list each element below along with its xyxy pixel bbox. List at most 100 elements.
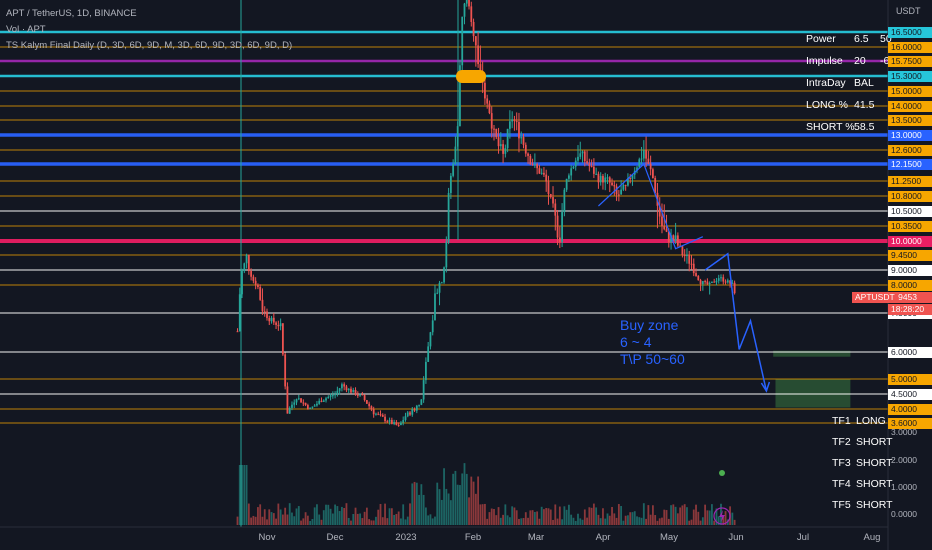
candle-body-137	[547, 181, 550, 194]
candle-body-56	[363, 395, 366, 401]
volume-bar-54	[359, 513, 361, 525]
volume-tick-label: 0.0000	[891, 508, 917, 519]
candle-body-134	[540, 172, 543, 174]
candle-body-138	[549, 193, 552, 198]
volume-bar-46	[341, 506, 343, 525]
candle-body-109	[484, 82, 486, 99]
volume-bar-59	[370, 520, 373, 525]
volume-bar-43	[334, 504, 336, 525]
volume-bar-8	[254, 516, 257, 525]
price-tick-label: 10.5000	[888, 205, 932, 217]
volume-bar-100	[463, 463, 466, 525]
candle-body-147	[570, 168, 573, 176]
candle-body-97	[456, 126, 459, 147]
volume-bar-33	[311, 519, 314, 525]
candle-body-40	[327, 396, 330, 399]
price-tick-label: 10.0000	[888, 235, 932, 247]
timeframe-label: TF2	[832, 436, 851, 448]
volume-bar-170	[622, 520, 625, 525]
candle-body-151	[579, 153, 582, 157]
candle-body-219	[733, 282, 736, 294]
volume-bar-176	[636, 516, 638, 525]
volume-bar-177	[638, 517, 641, 525]
volume-bar-118	[504, 504, 507, 525]
candle-body-2	[241, 271, 243, 295]
candle-body-46	[341, 384, 343, 389]
candle-body-103	[470, 6, 473, 22]
zigzag-pattern-line	[598, 162, 704, 250]
symbol-legend[interactable]: APT / TetherUS, 1D, BINANCE	[6, 8, 137, 19]
volume-bar-153	[583, 509, 586, 525]
candle-body-100	[463, 3, 466, 17]
volume-bar-160	[599, 518, 602, 525]
candle-body-82	[422, 380, 425, 400]
volume-bar-73	[402, 504, 405, 525]
candle-body-164	[608, 177, 611, 183]
volume-bar-183	[652, 505, 654, 525]
volume-bar-204	[699, 520, 702, 525]
candle-body-34	[313, 405, 316, 407]
candle-body-178	[640, 158, 643, 160]
lightning-icon	[719, 510, 725, 522]
volume-bar-156	[590, 507, 593, 525]
price-tick-label: 9.0000	[888, 264, 932, 276]
stats-label: LONG %	[806, 99, 849, 111]
volume-bar-161	[602, 508, 604, 525]
candle-body-194	[676, 235, 679, 246]
indicator-legend[interactable]: TS Kalym Final Daily (D, 3D, 6D, 9D, M, …	[6, 40, 293, 51]
candle-body-48	[345, 386, 348, 391]
candle-body-166	[613, 185, 616, 187]
volume-bar-91	[443, 468, 445, 525]
stats-label: SHORT %	[806, 121, 855, 133]
candle-body-101	[465, 0, 468, 4]
volume-bar-128	[527, 517, 529, 525]
projection-arrowhead	[760, 381, 771, 393]
candle-body-119	[506, 128, 509, 149]
candle-body-212	[717, 278, 720, 281]
candle-body-55	[361, 394, 364, 396]
volume-bar-154	[586, 517, 588, 525]
candle-body-74	[404, 416, 407, 421]
candle-body-118	[504, 148, 507, 154]
volume-bar-51	[352, 513, 355, 525]
volume-bar-164	[608, 515, 611, 525]
candle-body-176	[636, 167, 638, 171]
volume-bar-60	[372, 520, 375, 525]
volume-bar-76	[409, 503, 411, 525]
candle-body-47	[343, 384, 346, 387]
volume-bar-173	[629, 512, 632, 525]
stats-value-1: BAL	[854, 77, 874, 89]
candle-body-93	[447, 192, 450, 243]
stats-label: IntraDay	[806, 77, 846, 89]
volume-bar-61	[375, 516, 377, 525]
candle-body-49	[347, 388, 350, 391]
volume-bar-18	[277, 503, 280, 525]
volume-bar-22	[286, 514, 289, 525]
volume-legend[interactable]: Vol · APT	[6, 24, 46, 35]
volume-bar-20	[281, 514, 284, 525]
candle-body-21	[284, 354, 287, 387]
volume-bar-119	[506, 515, 509, 525]
candle-body-4	[245, 254, 248, 264]
candle-body-88	[436, 292, 439, 294]
candle-body-26	[295, 399, 298, 403]
volume-bar-200	[690, 519, 693, 525]
volume-bar-21	[284, 507, 287, 525]
volume-bar-98	[459, 485, 461, 525]
time-tick-label: Feb	[464, 532, 482, 543]
price-tick-label: 15.0000	[888, 85, 932, 97]
volume-bar-179	[642, 503, 645, 525]
candle-body-15	[270, 317, 273, 322]
timeframe-row: TF3 SHORT	[832, 457, 893, 469]
volume-bar-77	[411, 483, 414, 525]
candle-body-52	[354, 389, 357, 395]
candle-body-155	[588, 163, 591, 166]
candle-body-45	[338, 388, 341, 391]
candle-body-125	[520, 137, 523, 139]
volume-bar-112	[490, 508, 493, 525]
volume-bar-11	[261, 516, 264, 525]
volume-bar-215	[724, 511, 727, 525]
candle-body-143	[561, 212, 563, 242]
candle-body-99	[461, 16, 464, 66]
